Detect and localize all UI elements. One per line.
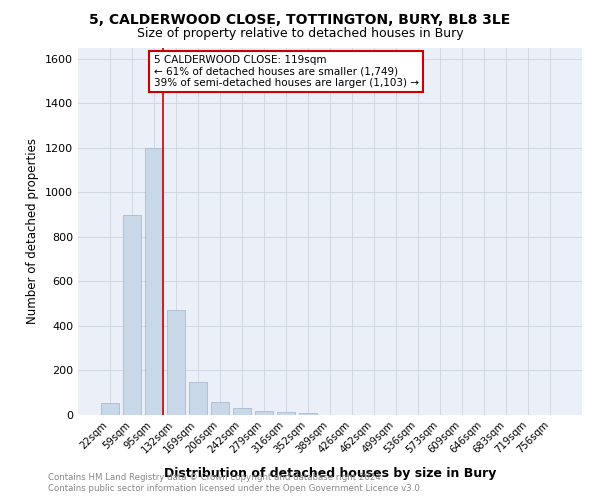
- Text: Size of property relative to detached houses in Bury: Size of property relative to detached ho…: [137, 28, 463, 40]
- Bar: [167, 310, 185, 415]
- Text: Contains public sector information licensed under the Open Government Licence v3: Contains public sector information licen…: [48, 484, 422, 493]
- Text: 5, CALDERWOOD CLOSE, TOTTINGTON, BURY, BL8 3LE: 5, CALDERWOOD CLOSE, TOTTINGTON, BURY, B…: [89, 12, 511, 26]
- Text: Contains HM Land Registry data © Crown copyright and database right 2024.: Contains HM Land Registry data © Crown c…: [48, 472, 383, 482]
- Bar: [189, 382, 206, 415]
- Bar: [233, 408, 251, 415]
- Bar: [123, 214, 140, 415]
- Bar: [211, 402, 229, 415]
- Bar: [145, 148, 163, 415]
- Bar: [255, 411, 273, 415]
- X-axis label: Distribution of detached houses by size in Bury: Distribution of detached houses by size …: [164, 466, 496, 479]
- Bar: [299, 413, 317, 415]
- Bar: [277, 412, 295, 415]
- Y-axis label: Number of detached properties: Number of detached properties: [26, 138, 40, 324]
- Text: 5 CALDERWOOD CLOSE: 119sqm
← 61% of detached houses are smaller (1,749)
39% of s: 5 CALDERWOOD CLOSE: 119sqm ← 61% of deta…: [154, 55, 419, 88]
- Bar: [101, 403, 119, 415]
